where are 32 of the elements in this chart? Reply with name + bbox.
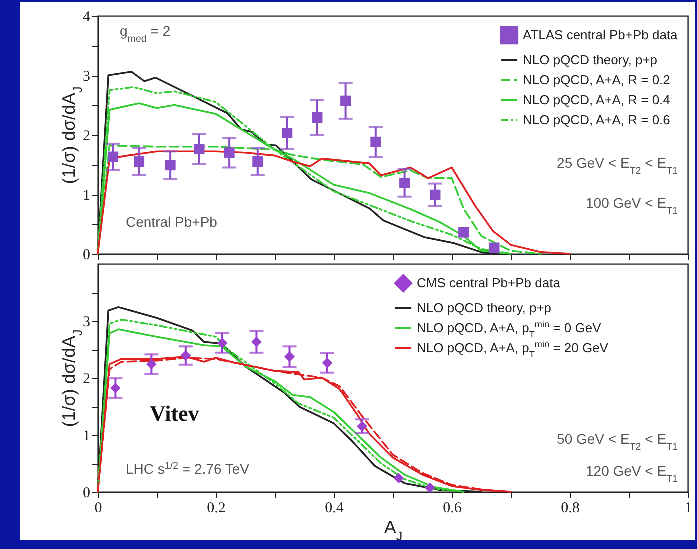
y-tick-label: 0 (83, 248, 90, 264)
x-tick-label: 1 (684, 500, 692, 516)
legend-label: NLO pQCD, A+A, R = 0.4 (523, 92, 670, 108)
annotation: 120 GeV < E$_{T1}$ (586, 463, 678, 484)
y-tick-label: 4 (83, 10, 91, 26)
annotation: Central Pb+Pb (126, 214, 218, 230)
x-tick-label: 0 (94, 500, 102, 516)
legend-label: NLO pQCD, A+A, p$_{T}$$^{min}$ = 0 GeV (417, 320, 602, 340)
annotation: Vitev (150, 401, 200, 426)
annotation: 100 GeV < E$_{T1}$ (586, 195, 678, 216)
x-tick-label: 0.8 (561, 500, 580, 516)
y-tick-label: 2 (83, 128, 90, 144)
x-tick-label: 0.4 (325, 500, 344, 516)
legend-label: ATLAS central Pb+Pb data (523, 28, 679, 42)
y-tick-label: 3 (83, 314, 90, 330)
legend-label: NLO pQCD, A+A, R = 0.2 (523, 72, 670, 88)
legend-label: NLO pQCD theory, p+p (523, 52, 658, 68)
annotation: 50 GeV < E$_{T2}$ < E$_{T1}$ (557, 431, 678, 452)
y-tick-label: 3 (83, 69, 90, 85)
legend-label: NLO pQCD, A+A, p$_{T}$$^{min}$ = 20 GeV (417, 340, 609, 360)
legend-label: NLO pQCD, A+A, R = 0.6 (523, 112, 670, 128)
legend-label: NLO pQCD theory, p+p (417, 300, 552, 316)
annotation: LHC s$^{1/2}$ = 2.76 TeV (126, 460, 250, 477)
y-tick-label: 1 (83, 188, 90, 204)
legend-label: CMS central Pb+Pb data (417, 276, 562, 290)
y-tick-label: 0 (83, 486, 90, 502)
y-tick-label: 2 (83, 372, 90, 388)
y-tick-label: 1 (83, 428, 90, 444)
x-tick-label: 0.2 (207, 500, 226, 516)
x-tick-label: 0.6 (443, 500, 462, 516)
annotation: g$_{med}$ = 2 (120, 23, 171, 44)
annotation: 25 GeV < E$_{T2}$ < E$_{T1}$ (557, 155, 678, 176)
